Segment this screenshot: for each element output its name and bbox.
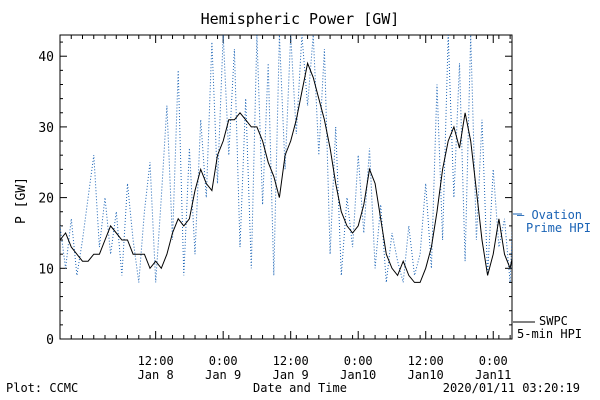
y-tick-label: 40: [38, 50, 54, 65]
y-tick-label: 20: [38, 192, 54, 207]
legend-swpc-line2: 5-min HPI: [517, 327, 583, 341]
chart-title: Hemispheric Power [GW]: [200, 10, 400, 28]
plot-frame: [59, 34, 513, 340]
x-tick-label-date: Jan10: [408, 368, 444, 382]
legend-swpc-line1: SWPC: [539, 314, 568, 328]
series-swpc-line: [60, 61, 512, 283]
x-tick-label-time: 12:00: [138, 354, 174, 368]
legend-ovation-line1: — Ovation: [517, 208, 583, 222]
x-tick-label-date: Jan 8: [138, 368, 174, 382]
x-tick-label-time: 12:00: [273, 354, 309, 368]
y-tick-label: 0: [46, 333, 54, 348]
x-tick-label-time: 0:00: [344, 354, 373, 368]
y-tick-label: 10: [38, 262, 54, 277]
x-tick-label-time: 12:00: [408, 354, 444, 368]
plot-credit: Plot: CCMC: [6, 381, 79, 395]
y-axis-label: P [GW]: [13, 177, 29, 224]
series-ovation-line: [60, 35, 512, 283]
x-tick-label-time: 0:00: [479, 354, 508, 368]
x-tick-label-date: Jan 9: [205, 368, 241, 382]
legend-ovation-line2: Prime HPI: [526, 221, 592, 235]
x-tick-label-time: 0:00: [209, 354, 238, 368]
x-axis-label: Date and Time: [253, 381, 347, 395]
plot-timestamp: 2020/01/11 03:20:19: [442, 381, 580, 395]
x-tick-label-date: Jan 9: [273, 368, 309, 382]
x-tick-label-date: Jan11: [475, 368, 511, 382]
x-tick-label-date: Jan10: [340, 368, 376, 382]
y-tick-label: 30: [38, 121, 54, 136]
